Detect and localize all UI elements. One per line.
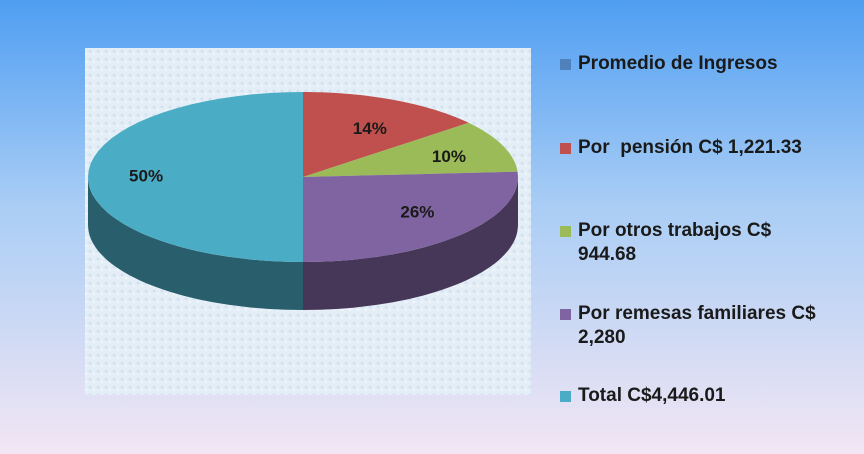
slice — [303, 171, 518, 262]
legend-label: Por pensión C$ 1,221.33 — [578, 137, 802, 158]
data-label: 14% — [353, 119, 387, 138]
legend-swatch — [560, 391, 571, 402]
slice-side — [303, 177, 518, 310]
data-label: 26% — [400, 203, 434, 222]
legend-label: Promedio de Ingresos — [578, 53, 778, 74]
slice — [88, 92, 303, 262]
legend-swatch — [560, 309, 571, 320]
legend-swatch — [560, 226, 571, 237]
slice — [303, 122, 518, 177]
legend-label: Por remesas familiares C$ 2,280 — [578, 303, 821, 348]
legend-swatch — [560, 143, 571, 154]
data-label: 10% — [432, 147, 466, 166]
legend-entry: Por pensión C$ 1,221.33 — [560, 136, 860, 160]
legend-entry: Total C$4,446.01 — [560, 384, 860, 408]
slice-side — [88, 177, 303, 310]
legend-entry: Por otros trabajos C$ 944.68 — [560, 219, 860, 267]
legend-entry: Por remesas familiares C$ 2,280 — [560, 302, 860, 350]
legend-label: Total C$4,446.01 — [578, 385, 726, 406]
legend-label: Por otros trabajos C$ 944.68 — [578, 220, 777, 265]
data-label: 50% — [129, 166, 163, 185]
legend-swatch — [560, 59, 571, 70]
legend-entry: Promedio de Ingresos — [560, 52, 860, 76]
slice — [303, 92, 469, 177]
